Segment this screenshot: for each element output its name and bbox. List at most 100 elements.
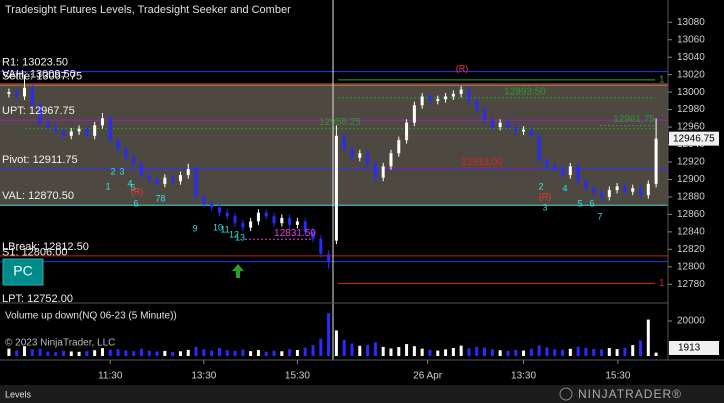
candle-body (646, 183, 650, 196)
volume-bar (124, 350, 128, 356)
volume-bar (186, 349, 190, 356)
wave-label: 8 (160, 193, 165, 203)
signal-arrow (232, 264, 244, 278)
volume-bar (116, 349, 120, 356)
volume-bar (639, 340, 643, 356)
candle-body (311, 231, 315, 239)
y-tick-label: 12920 (677, 157, 705, 168)
candle-body (568, 166, 572, 176)
volume-bar (483, 347, 487, 356)
volume-bar (194, 346, 198, 356)
volume-bar (295, 350, 299, 356)
volume-bar (373, 342, 377, 356)
wave-label: 5 (577, 198, 582, 208)
candle-body (639, 188, 643, 196)
candle-body (171, 177, 175, 182)
volume-bar (475, 346, 479, 356)
value-area (0, 83, 668, 206)
pc-button-label[interactable]: PC (13, 263, 32, 279)
candle-body (30, 87, 34, 106)
candle-body (233, 216, 237, 224)
volume-bar (514, 349, 518, 356)
candle-body (210, 203, 214, 208)
candle-body (436, 99, 440, 101)
volume-bar (506, 350, 510, 356)
volume-bar (545, 347, 549, 356)
candle-body (85, 128, 89, 136)
x-tick-label: 13:30 (511, 371, 536, 382)
tab-label[interactable]: Levels (5, 389, 32, 399)
tab-bar (0, 385, 724, 403)
volume-bar (623, 347, 627, 356)
volume-bar (334, 330, 338, 356)
candle-body (15, 92, 19, 97)
volume-bar (389, 348, 393, 356)
wave-label: 7 (597, 211, 602, 221)
y-tick-label: 12780 (677, 279, 705, 290)
volume-bar (553, 349, 557, 356)
volume-bar (217, 347, 221, 356)
candle-body (124, 148, 128, 158)
volume-y-tick-label: 20000 (677, 316, 705, 327)
candle-body (264, 212, 268, 217)
y-tick-label: 13000 (677, 87, 705, 98)
y-tick-label: 12900 (677, 174, 705, 185)
candle-body (194, 168, 198, 197)
price-bars (7, 74, 658, 269)
level-label: LPT: 12752.00 (2, 293, 73, 305)
volume-bar (459, 345, 463, 356)
volume-bar (428, 349, 432, 356)
volume-bar (490, 349, 494, 356)
volume-bar (568, 348, 572, 356)
marker-label: 12961.75 (613, 114, 655, 125)
candle-body (327, 253, 331, 262)
volume-bar (171, 351, 175, 356)
brand: NINJATRADER® (578, 387, 682, 401)
candle-body (444, 96, 448, 100)
volume-bar (444, 349, 448, 356)
volume-bar (22, 346, 26, 356)
volume-bar (241, 349, 245, 356)
volume-bar (397, 347, 401, 356)
candle-body (498, 122, 502, 128)
volume-bar (451, 347, 455, 356)
volume-bar (420, 348, 424, 356)
candle-body (529, 129, 533, 136)
volume-bar (233, 350, 237, 356)
marker-label: 12958.25 (319, 117, 361, 128)
level-label: S1: 12806.00 (2, 246, 67, 258)
candle-body (225, 212, 229, 217)
volume-bar (210, 350, 214, 356)
wave-label: 10 (213, 222, 223, 232)
level-label: LBreak: 12812.50 (2, 241, 89, 253)
volume-bar (381, 346, 385, 356)
candle-body (397, 140, 401, 154)
candle-body (600, 192, 604, 197)
candle-body (389, 153, 393, 167)
volume-bar (280, 351, 284, 356)
last-price-box (669, 131, 719, 146)
x-tick-label: 13:30 (191, 371, 216, 382)
candle-body (202, 196, 206, 204)
wave-label: 11 (220, 224, 229, 234)
y-tick-label: 13060 (677, 34, 705, 45)
wave-label: 3 (542, 202, 547, 212)
volume-bar (537, 345, 541, 356)
volume-bar (405, 344, 409, 356)
volume-bar (615, 349, 619, 356)
volume-bar (249, 351, 253, 356)
volume-bar (358, 345, 362, 356)
candle-body (116, 140, 120, 149)
candle-body (108, 118, 112, 141)
candle-body (155, 179, 159, 184)
levels (0, 71, 668, 284)
pc-button-box[interactable] (2, 258, 44, 286)
x-tick-label: 15:30 (605, 371, 630, 382)
candle-body (545, 160, 549, 167)
pc-button[interactable]: PC (2, 258, 44, 286)
volume-bars (7, 313, 658, 356)
candle-body (93, 125, 97, 136)
level-label: Settle: 13007.75 (2, 70, 82, 82)
candle-body (358, 153, 362, 158)
